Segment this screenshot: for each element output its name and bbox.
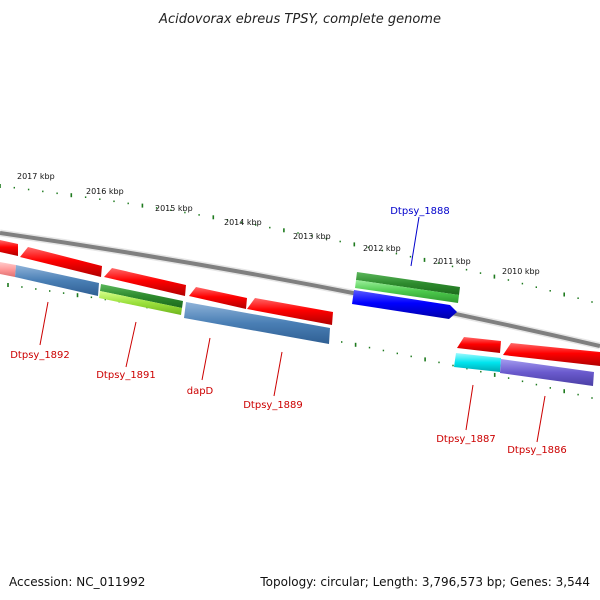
gene-arrow[interactable] (189, 287, 247, 309)
gene-labels: Dtpsy_1892 Dtpsy_1891 dapD Dtpsy_1889 Dt… (10, 206, 567, 456)
gene-label-dapd[interactable]: dapD (187, 386, 214, 397)
leader-line (273, 351, 283, 397)
scale-label-2017: 2017 kbp (17, 172, 55, 181)
scale-label-2015: 2015 kbp (155, 204, 193, 213)
feature-steel-blue[interactable] (184, 302, 330, 344)
scale-label-2011: 2011 kbp (433, 257, 471, 266)
gene-arrow[interactable] (0, 240, 18, 256)
upper-gene-track (0, 240, 600, 366)
upper-scale-ticks (0, 184, 593, 303)
genome-summary-text: Topology: circular; Length: 3,796,573 bp… (259, 575, 590, 589)
gene-label-dtpsy-1889[interactable]: Dtpsy_1889 (243, 400, 303, 411)
label-leader-lines (39, 216, 546, 443)
leader-line (465, 384, 474, 431)
feature-light-green[interactable] (99, 291, 182, 315)
feature-dark-green[interactable] (100, 284, 183, 308)
feature-steel-blue[interactable] (15, 265, 99, 296)
gene-arrow[interactable] (104, 268, 186, 296)
gene-label-dtpsy-1888[interactable]: Dtpsy_1888 (390, 206, 450, 217)
scale-label-2014: 2014 kbp (224, 218, 262, 227)
gene-arrow[interactable] (503, 343, 600, 366)
gene-arrow-dtpsy-1888[interactable] (352, 290, 457, 319)
feature-cyan[interactable] (454, 353, 501, 372)
gene-label-dtpsy-1892[interactable]: Dtpsy_1892 (10, 350, 70, 361)
scale-label-2010: 2010 kbp (502, 267, 540, 276)
scale-labels: 2017 kbp 2016 kbp 2015 kbp 2014 kbp 2013… (17, 172, 540, 276)
gene-arrow[interactable] (457, 337, 501, 353)
lower-feature-track (0, 262, 594, 386)
scale-label-2012: 2012 kbp (363, 244, 401, 253)
genome-backbone (0, 231, 600, 348)
feature-dark-green[interactable] (356, 272, 460, 295)
gene-label-dtpsy-1887[interactable]: Dtpsy_1887 (436, 434, 496, 445)
feature-purple[interactable] (500, 359, 594, 386)
scale-label-2013: 2013 kbp (293, 232, 331, 241)
leader-line (410, 216, 420, 267)
scale-label-2016: 2016 kbp (86, 187, 124, 196)
gene-label-dtpsy-1886[interactable]: Dtpsy_1886 (507, 445, 567, 456)
gene-arrow[interactable] (20, 247, 102, 277)
gene-group-dtpsy-1888 (352, 272, 460, 319)
gene-arrow[interactable] (247, 298, 333, 325)
leader-line (201, 337, 211, 381)
genome-title: Acidovorax ebreus TPSY, complete genome (158, 12, 441, 27)
lower-scale-ticks (7, 283, 593, 399)
feature-pink[interactable] (0, 262, 16, 277)
leader-line (536, 395, 546, 443)
feature-green[interactable] (355, 280, 459, 303)
gene-label-dtpsy-1891[interactable]: Dtpsy_1891 (96, 370, 156, 381)
leader-line (39, 301, 49, 346)
accession-text: Accession: NC_011992 (9, 575, 145, 589)
leader-line (125, 321, 137, 368)
